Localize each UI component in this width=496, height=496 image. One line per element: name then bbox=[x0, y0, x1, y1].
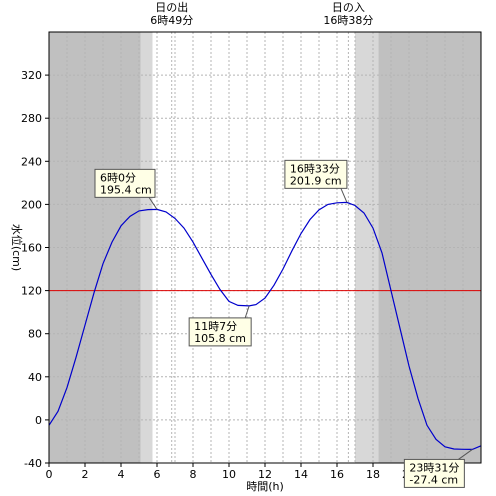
callout-pointer bbox=[340, 188, 348, 203]
y-axis-label: 水位(cm) bbox=[10, 224, 24, 271]
x-tick-label: 2 bbox=[82, 468, 89, 481]
x-tick-label: 12 bbox=[258, 468, 272, 481]
callout-box bbox=[94, 168, 156, 198]
y-tick-label: -40 bbox=[24, 457, 42, 470]
x-tick-label: 18 bbox=[366, 468, 380, 481]
callout-pointer bbox=[458, 449, 473, 460]
y-tick-label: 120 bbox=[21, 285, 42, 298]
sunrise-time: 6時49分 bbox=[150, 14, 193, 27]
y-tick-label: 280 bbox=[21, 112, 42, 125]
y-tick-label: 80 bbox=[28, 328, 42, 341]
callout-level: 201.9 cm bbox=[290, 174, 342, 187]
x-tick-label: 10 bbox=[222, 468, 236, 481]
y-tick-label: 0 bbox=[35, 414, 42, 427]
callout-box bbox=[403, 458, 465, 488]
x-tick-label: 6 bbox=[154, 468, 161, 481]
callout-box bbox=[284, 159, 348, 189]
x-tick-label: 8 bbox=[190, 468, 197, 481]
x-tick-label: 4 bbox=[118, 468, 125, 481]
y-tick-label: 320 bbox=[21, 69, 42, 82]
callout-time: 16時33分 bbox=[290, 162, 340, 175]
callout-pointer bbox=[148, 197, 158, 210]
y-tick-label: 200 bbox=[21, 198, 42, 211]
tide-curve bbox=[48, 201, 482, 451]
y-tick-label: 240 bbox=[21, 155, 42, 168]
callout-time: 23時31分 bbox=[409, 461, 459, 474]
y-tick-label: 160 bbox=[21, 242, 42, 255]
callout-box bbox=[188, 317, 252, 347]
callout-level: -27.4 cm bbox=[409, 473, 458, 486]
sunrise-label: 日の出 bbox=[155, 0, 188, 14]
y-tick-label: 40 bbox=[28, 371, 42, 384]
sunset-label: 日の入 bbox=[332, 1, 365, 14]
x-axis-label: 時間(h) bbox=[246, 480, 284, 493]
callout-time: 6時0分 bbox=[100, 171, 136, 184]
callout-pointer bbox=[244, 305, 250, 319]
x-tick-label: 16 bbox=[330, 468, 344, 481]
callout-time: 11時7分 bbox=[194, 320, 237, 333]
sunset-time: 16時38分 bbox=[323, 14, 373, 27]
x-tick-label: 14 bbox=[294, 468, 308, 481]
grid-lines bbox=[49, 32, 481, 463]
callout-level: 195.4 cm bbox=[100, 183, 152, 196]
x-tick-label: 0 bbox=[46, 468, 53, 481]
callout-level: 105.8 cm bbox=[194, 332, 246, 345]
extrema-callout: 23時31分-27.4 cm bbox=[403, 449, 473, 488]
